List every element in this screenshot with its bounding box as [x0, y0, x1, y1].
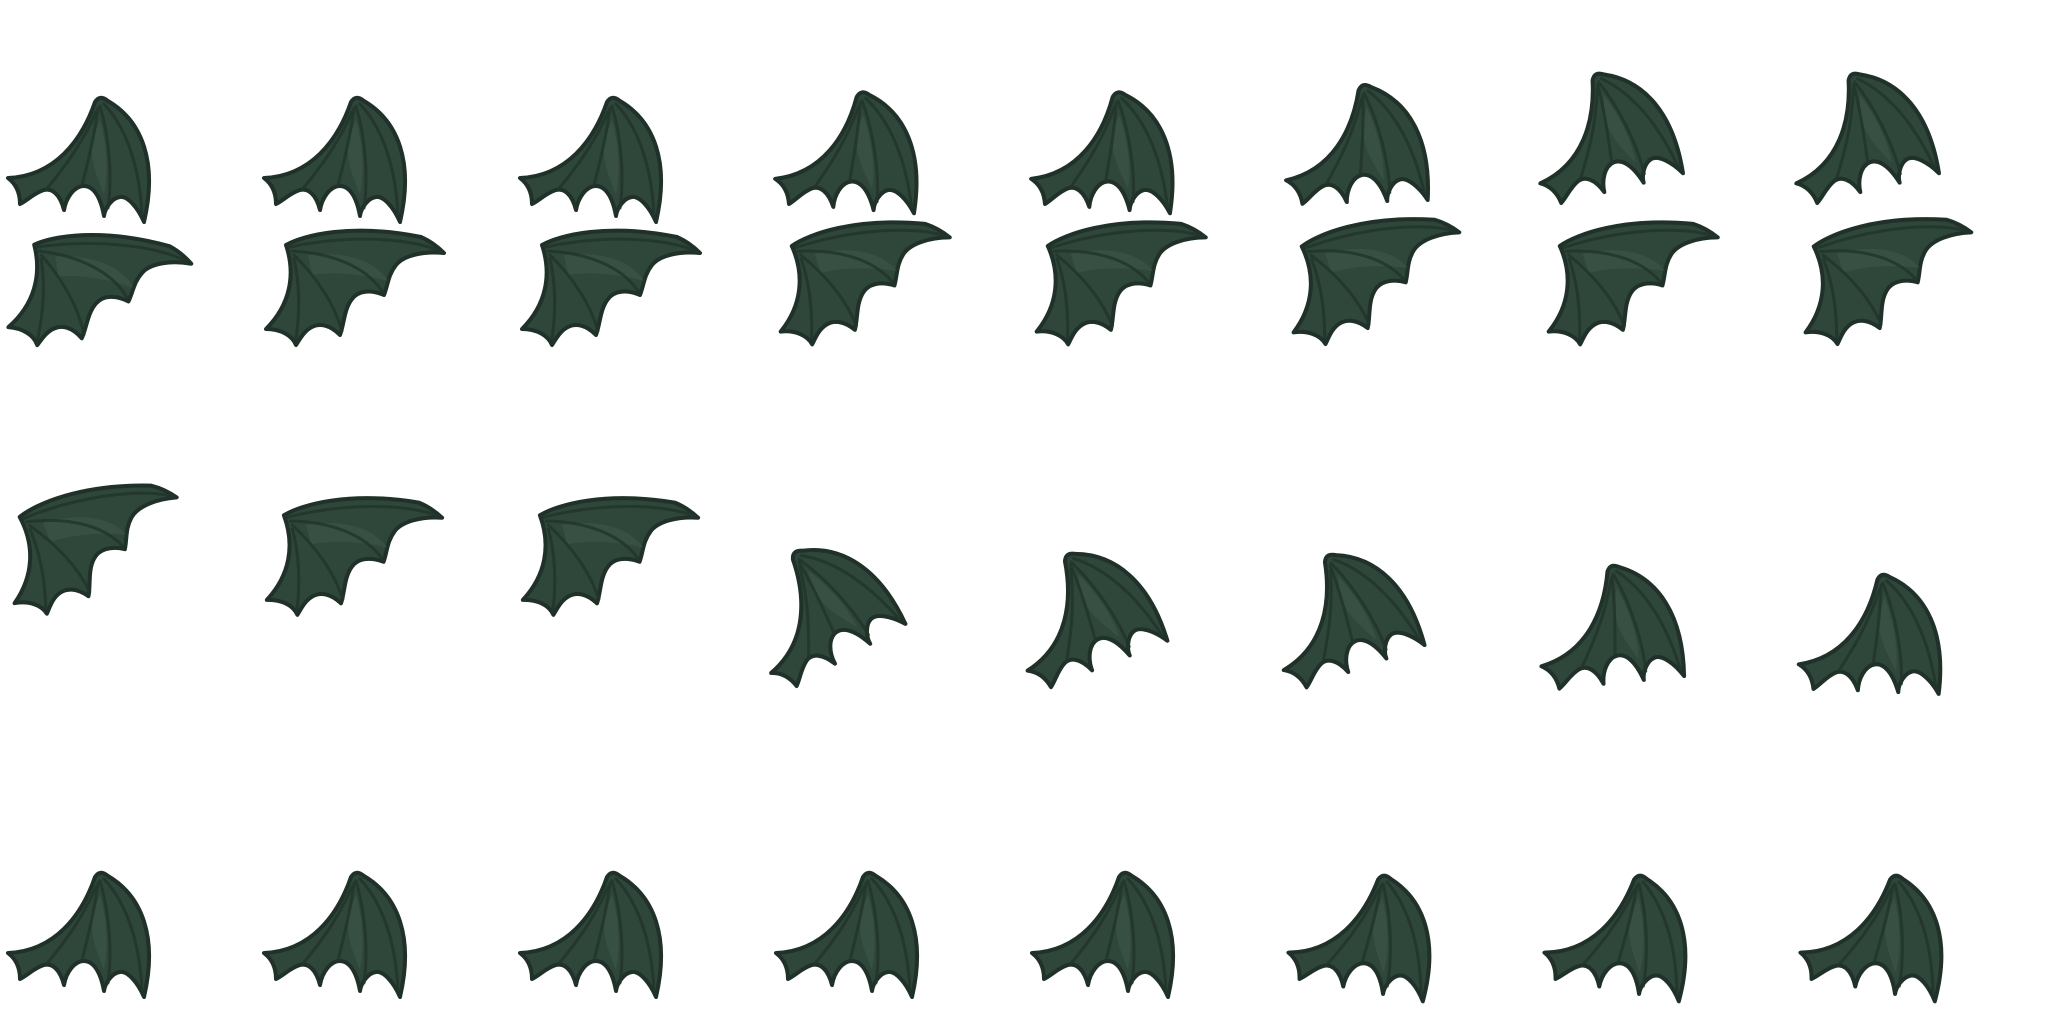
bat-wing-icon [1291, 217, 1462, 347]
bat-wing-icon [773, 90, 919, 216]
bat-wing-icon [774, 870, 920, 999]
wing-frame [768, 215, 1024, 471]
wing-frame [256, 0, 512, 256]
bat-wing-icon [1794, 71, 1941, 205]
wing-frame [1536, 775, 1792, 1031]
bat-wing-icon [1029, 90, 1175, 216]
wing-frame [512, 485, 768, 741]
bat-wing-icon [1798, 873, 1944, 1004]
bat-wing-icon [1803, 217, 1974, 347]
wing-frame [1792, 775, 2048, 1031]
bat-wing-icon [1539, 563, 1687, 691]
wing-frame [1280, 215, 1536, 471]
bat-wing-icon [262, 870, 408, 999]
wing-frame [0, 0, 256, 256]
bat-wing-icon [262, 95, 408, 224]
wing-frame [768, 0, 1024, 256]
bat-wing-icon [1284, 83, 1430, 206]
wing-frame [256, 775, 512, 1031]
wing-frame [1024, 775, 1280, 1031]
bat-wing-icon [1542, 873, 1688, 1004]
wing-frame [1024, 215, 1280, 471]
wing-frame [256, 215, 512, 471]
bat-wing-icon [520, 496, 701, 617]
bat-wing-icon [1281, 552, 1427, 690]
bat-wing-icon [518, 870, 664, 999]
bat-wing-icon [1286, 873, 1432, 1004]
bat-wing-icon [778, 220, 952, 347]
bat-wing-icon [1025, 551, 1170, 690]
wing-frame [512, 215, 768, 471]
wing-frame [512, 0, 768, 256]
bat-wing-icon [1546, 220, 1720, 347]
bat-wing-icon [769, 547, 908, 689]
wing-frame [1536, 215, 1792, 471]
wing-frame [256, 485, 512, 741]
bat-wing-icon [518, 95, 664, 224]
wing-frame [1792, 215, 2048, 471]
bat-wing-icon [6, 232, 194, 348]
bat-wing-icon [1030, 870, 1176, 999]
bat-wing-icon [6, 870, 152, 999]
wing-frame [1792, 485, 2048, 741]
bat-wing-icon [12, 483, 179, 616]
wing-frame [1280, 0, 1536, 256]
bat-wing-icon [1034, 220, 1208, 347]
bat-wing-icon [520, 228, 702, 347]
wing-frame [768, 485, 1024, 741]
wing-frame [0, 775, 256, 1031]
wing-frame [1280, 485, 1536, 741]
wing-frame [1536, 0, 1792, 256]
bat-wing-icon [1796, 572, 1943, 696]
wing-frame [0, 483, 256, 741]
wing-frame [1024, 0, 1280, 256]
bat-wing-icon [6, 95, 152, 224]
wing-frame [1536, 485, 1792, 741]
wing-frame [1024, 485, 1280, 741]
wing-frame [1792, 0, 2048, 256]
wing-frame [1280, 775, 1536, 1031]
bat-wing-icon [1538, 71, 1685, 205]
wing-frame [768, 775, 1024, 1031]
bat-wing-icon [264, 496, 445, 617]
bat-wing-icon [264, 228, 446, 347]
wing-frame [512, 775, 768, 1031]
wing-frame [0, 215, 256, 471]
